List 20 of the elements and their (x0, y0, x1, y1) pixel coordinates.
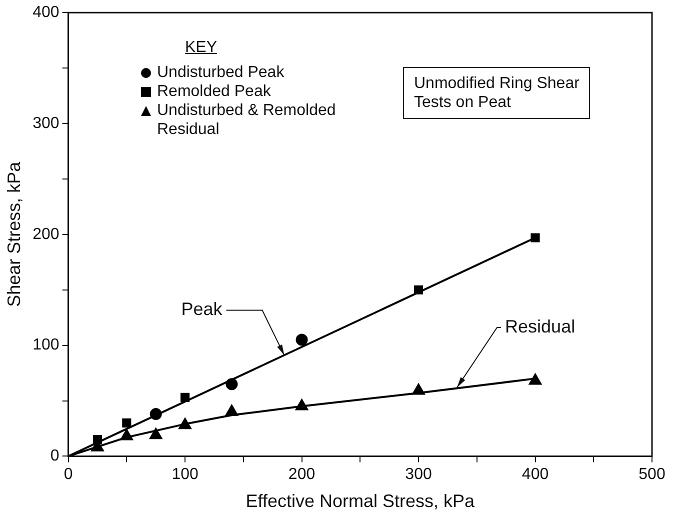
y-tick-label: 100 (32, 336, 60, 354)
legend-label: Undisturbed Peak (157, 63, 284, 82)
x-tick-label: 500 (638, 466, 666, 484)
x-axis-title: Effective Normal Stress, kPa (246, 491, 476, 512)
x-tick-label: 300 (405, 466, 432, 484)
y-tick-label: 300 (32, 114, 60, 132)
y-tick-label: 200 (32, 226, 60, 243)
annotation: Residual (505, 316, 576, 336)
x-tick-label: 200 (288, 466, 316, 484)
annotation: Peak (181, 299, 224, 320)
x-tick-label: 400 (522, 466, 549, 484)
legend-label: Remolded Peak (157, 82, 271, 101)
y-tick-label: 0 (50, 448, 60, 465)
y-axis-title: Shear Stress, kPa (4, 160, 24, 307)
legend-label: Undisturbed & Remolded Residual (157, 101, 337, 139)
y-tick-label: 400 (32, 4, 60, 22)
x-tick-label: 100 (172, 466, 198, 484)
legend-title: KEY (185, 38, 218, 57)
annotation: Unmodified Ring Shear Tests on Peat (403, 67, 590, 119)
x-tick-label: 0 (64, 466, 73, 484)
